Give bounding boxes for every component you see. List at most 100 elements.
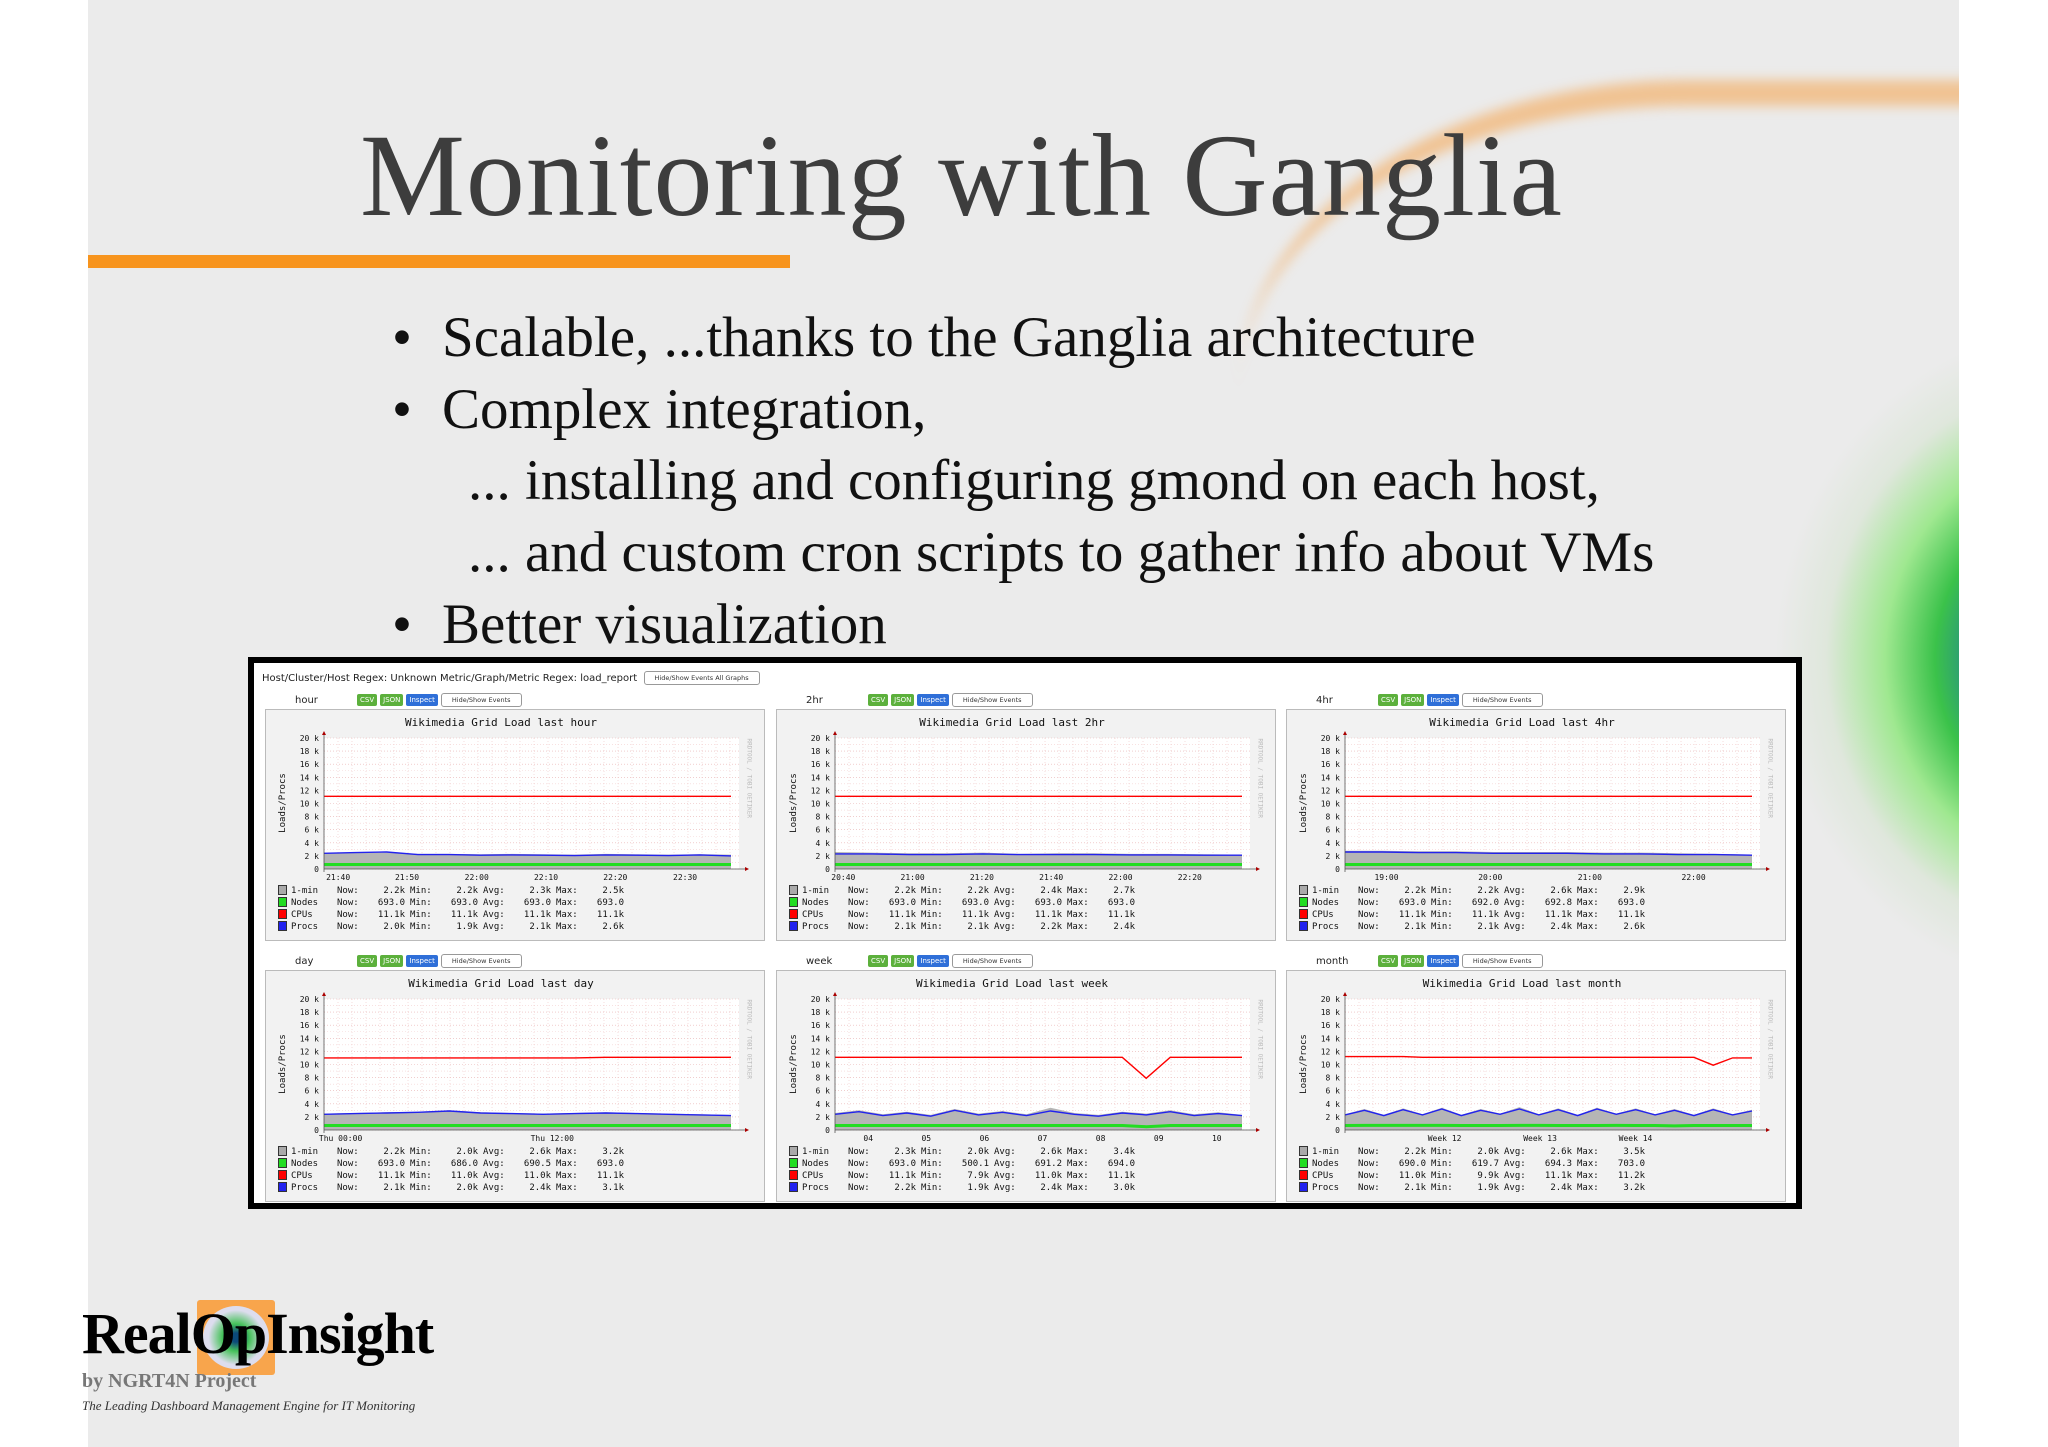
rrdtool-watermark: RRDTOOL / TOBI OETIKER (1766, 999, 1774, 1079)
x-tick-label: 21:40 (1039, 873, 1063, 882)
legend-now: Now: 11.1k (848, 910, 921, 920)
inspect-button[interactable]: Inspect (1427, 955, 1459, 967)
x-tick-label: Week 13 (1523, 1134, 1557, 1143)
legend-name: 1-min (291, 1146, 319, 1157)
series-nodes-line (835, 1124, 1242, 1129)
legend-avg-value: 2.4k (1550, 921, 1572, 932)
series-procs-line (323, 851, 732, 857)
json-button[interactable]: JSON (1401, 694, 1425, 706)
graph-panel-week[interactable]: 0 2 k 4 k 6 k 8 k 10 k 12 k 14 k 16 k 18 k 20 k 04 0… (776, 970, 1276, 1202)
y-tick-label: 12 k (811, 1047, 830, 1056)
hide-show-events-button[interactable]: Hide/Show Events (951, 954, 1033, 968)
legend-min-value: 1.9k (967, 1182, 989, 1193)
y-tick-label: 2 k (816, 852, 831, 861)
csv-button[interactable]: CSV (868, 694, 889, 706)
legend-max-value: 693.0 (1107, 897, 1135, 908)
y-tick-label: 12 k (811, 786, 830, 795)
inspect-button[interactable]: Inspect (1427, 694, 1459, 706)
legend-min-value: 2.1k (967, 921, 989, 932)
y-tick-label: 18 k (1321, 747, 1340, 756)
y-tick-label: 0 (1335, 1126, 1340, 1135)
y-tick-label: 20 k (300, 734, 319, 743)
regex-bar: Host/Cluster/Host Regex: Unknown Metric/… (262, 671, 760, 685)
bullet-text: Better visualization (442, 593, 887, 656)
csv-button[interactable]: CSV (1378, 694, 1399, 706)
graph-panel-hour[interactable]: 0 2 k 4 k 6 k 8 k 10 k 12 k 14 k 16 k 18 k 20 k 21:… (265, 709, 765, 941)
legend-swatch-icon (789, 921, 798, 931)
hide-show-events-button[interactable]: Hide/Show Events (951, 693, 1033, 707)
csv-button[interactable]: CSV (1378, 955, 1399, 967)
legend-max-value: 11.2k (1617, 1170, 1645, 1181)
json-button[interactable]: JSON (380, 955, 404, 967)
json-button[interactable]: JSON (380, 694, 404, 706)
legend-row-cpus: CPUs Now: 11.1k Min: 11.1k Avg: 11.1k Max: 11.1k (278, 909, 629, 920)
inspect-button[interactable]: Inspect (406, 694, 438, 706)
y-axis-label: Loads/Procs (1299, 1034, 1309, 1094)
hide-show-events-button[interactable]: Hide/Show Events (440, 693, 522, 707)
legend-row-cpus: CPUs Now: 11.1k Min: 11.1k Avg: 11.1k Max: 11.1k (1299, 909, 1650, 920)
hide-show-events-button[interactable]: Hide/Show Events (1461, 954, 1543, 968)
graph-panel-month[interactable]: 0 2 k 4 k 6 k 8 k 10 k 12 k 14 k 16 k 18 k 20 k Wee… (1286, 970, 1786, 1202)
hide-show-events-button[interactable]: Hide/Show Events (1461, 693, 1543, 707)
legend-min: Min: 2.1k (921, 922, 994, 932)
legend-max-label: Max: (1577, 1170, 1599, 1181)
legend-avg: Avg: 11.1k (483, 910, 556, 920)
legend-now: Now: 2.2k (1358, 886, 1431, 896)
csv-button[interactable]: CSV (357, 955, 378, 967)
legend-row-cpus: CPUs Now: 11.1k Min: 7.9k Avg: 11.0k Max: 11.1k (789, 1170, 1140, 1181)
legend-max: Max: 703.0 (1577, 1159, 1650, 1169)
bullet-item: ... installing and configuring gmond on … (468, 448, 1600, 513)
legend-now: Now: 2.2k (848, 1183, 921, 1193)
inspect-button[interactable]: Inspect (406, 955, 438, 967)
legend-avg: Avg: 11.1k (1504, 1171, 1577, 1181)
legend-min: Min: 693.0 (410, 898, 483, 908)
y-tick-label: 8 k (1326, 1074, 1341, 1083)
legend-max: Max: 693.0 (1067, 898, 1140, 908)
title-underline (88, 255, 790, 268)
rrdtool-watermark: RRDTOOL / TOBI OETIKER (1256, 738, 1264, 818)
period-label: 4hr (1316, 695, 1333, 706)
csv-button[interactable]: CSV (357, 694, 378, 706)
legend-max: Max: 11.1k (1067, 910, 1140, 920)
bullet-text: ... and custom cron scripts to gather in… (468, 521, 1655, 584)
y-tick-label: 12 k (1321, 786, 1340, 795)
series-cpus-line (1345, 1055, 1752, 1066)
graph-panel-2hr[interactable]: 0 2 k 4 k 6 k 8 k 10 k 12 k 14 k 16 k 18 k 20 k 20:… (776, 709, 1276, 941)
legend-avg-label: Avg: (1504, 921, 1526, 932)
y-tick-label: 12 k (300, 786, 319, 795)
y-tick-label: 4 k (1326, 1100, 1341, 1109)
y-tick-label: 20 k (1321, 734, 1340, 743)
legend-max: Max: 693.0 (556, 898, 629, 908)
legend-min-value: 2.2k (967, 885, 989, 896)
json-button[interactable]: JSON (891, 955, 915, 967)
legend-max: Max: 2.9k (1577, 886, 1650, 896)
legend-swatch-icon (278, 1146, 287, 1156)
json-button[interactable]: JSON (1401, 955, 1425, 967)
legend-avg: Avg: 693.0 (483, 898, 556, 908)
legend-max-value: 3.4k (1113, 1146, 1135, 1157)
graph-panel-4hr[interactable]: 0 2 k 4 k 6 k 8 k 10 k 12 k 14 k 16 k 18 k 20 k 19:… (1286, 709, 1786, 941)
inspect-button[interactable]: Inspect (917, 694, 949, 706)
hide-show-events-button[interactable]: Hide/Show Events (440, 954, 522, 968)
legend-min-label: Min: (410, 921, 432, 932)
legend-max: Max: 2.6k (1577, 922, 1650, 932)
legend-now: Now: 2.0k (337, 922, 410, 932)
legend-max-value: 694.0 (1107, 1158, 1135, 1169)
inspect-button[interactable]: Inspect (917, 955, 949, 967)
csv-button[interactable]: CSV (868, 955, 889, 967)
legend-row-procs: Procs Now: 2.2k Min: 1.9k Avg: 2.4k Max: 3.0k (789, 1182, 1140, 1193)
legend-avg: Avg: 11.1k (1504, 910, 1577, 920)
legend-now: Now: 2.1k (1358, 1183, 1431, 1193)
legend-now-value: 2.1k (894, 921, 916, 932)
legend-now: Now: 693.0 (337, 1159, 410, 1169)
legend-max-value: 703.0 (1617, 1158, 1645, 1169)
legend-avg-label: Avg: (483, 1146, 505, 1157)
hide-show-events-all-button[interactable]: Hide/Show Events All Graphs (643, 671, 760, 685)
legend-avg-label: Avg: (1504, 1158, 1526, 1169)
rrdtool-watermark: RRDTOOL / TOBI OETIKER (745, 999, 753, 1079)
graph-panel-day[interactable]: 0 2 k 4 k 6 k 8 k 10 k 12 k 14 k 16 k 18 k 20 k Thu… (265, 970, 765, 1202)
legend-min-value: 1.9k (456, 921, 478, 932)
legend-min-label: Min: (1431, 1158, 1453, 1169)
json-button[interactable]: JSON (891, 694, 915, 706)
x-tick-label: 21:50 (395, 873, 419, 882)
